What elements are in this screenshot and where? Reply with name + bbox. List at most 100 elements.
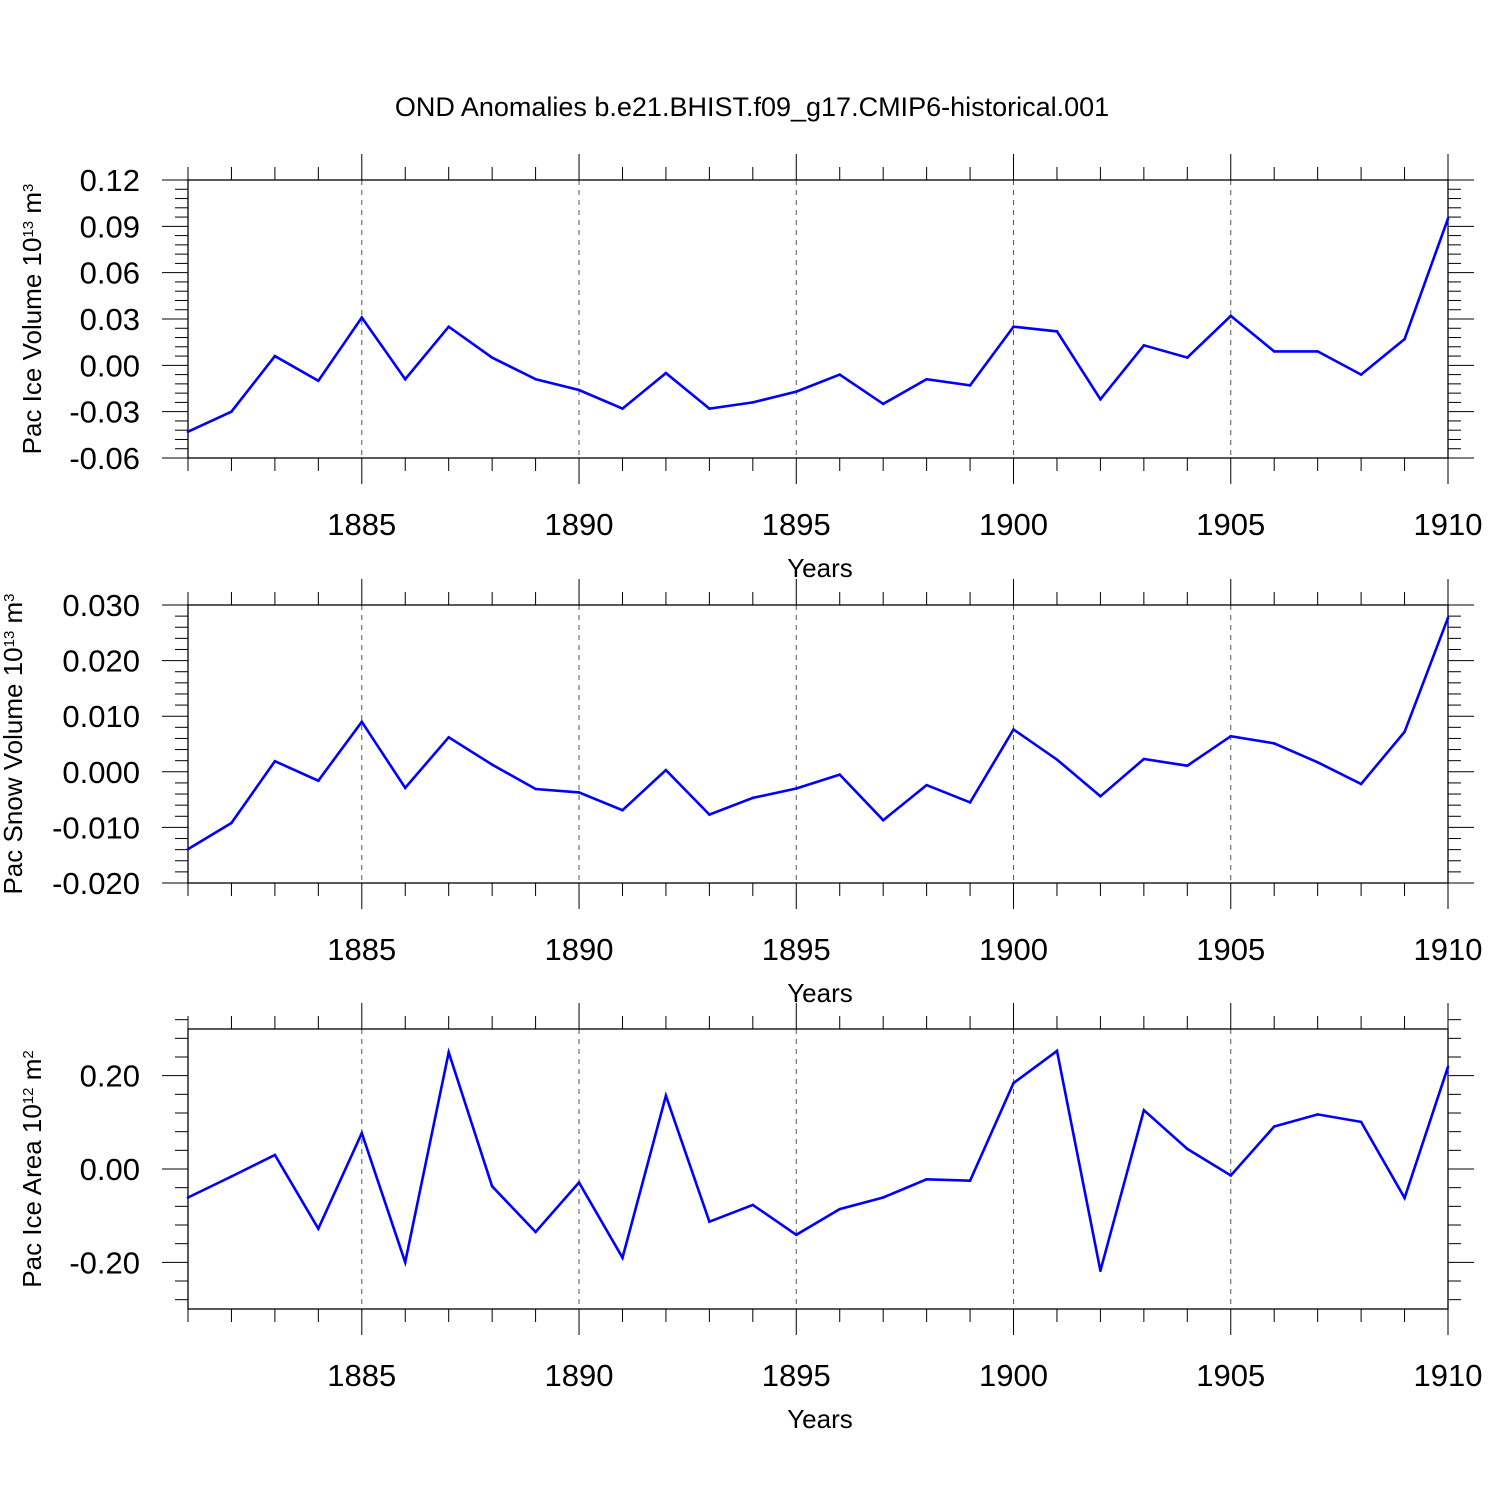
y-tick-label: 0.00 [80, 348, 140, 383]
data-point [317, 1227, 320, 1231]
plot-frame [187, 179, 1449, 459]
y-axis-label: Pac Ice Volume 1013 m3 [17, 184, 47, 455]
data-point [751, 401, 755, 404]
y-tick-label: -0.010 [52, 810, 140, 845]
series-line-ice-volume [187, 218, 1450, 433]
data-point [1186, 356, 1189, 359]
x-tick-label: 1910 [1414, 932, 1483, 967]
data-point [1186, 1147, 1189, 1151]
data-point [708, 407, 711, 410]
data-point [881, 818, 885, 822]
data-point [230, 410, 233, 413]
plot-frame [187, 1028, 1449, 1310]
x-tick-label: 1905 [1196, 507, 1265, 542]
y-tick-label: 0.000 [62, 755, 140, 790]
data-point [1012, 728, 1015, 731]
data-point [403, 377, 407, 381]
data-point [1359, 1120, 1363, 1124]
y-tick-label: -0.20 [69, 1245, 140, 1280]
data-point [403, 786, 407, 790]
panel-ice-area: 0.20 0.00 -0.20 1885 1890 1895 1900 1905 1910 Yea… [17, 1003, 1482, 1434]
data-point [1446, 1065, 1450, 1069]
y-axis-label-part: Pac Snow Volume 10 [0, 647, 28, 894]
y-axis-label-part: m [17, 192, 47, 221]
data-point [1446, 217, 1450, 220]
data-point [794, 1233, 798, 1237]
data-point [838, 773, 842, 776]
y-tick-label: 0.09 [80, 209, 140, 244]
data-point [751, 1203, 755, 1207]
y-tick-label: 0.03 [80, 302, 140, 337]
data-point [273, 1153, 277, 1157]
x-tick-label: 1885 [327, 1358, 396, 1393]
panel-snow-volume: 0.030 0.020 0.010 0.000 -0.010 -0.020 1885 1890… [0, 579, 1482, 1008]
y-tick-label: 0.06 [80, 256, 140, 291]
data-point [751, 796, 755, 800]
data-point [186, 847, 190, 851]
y-tick-label: 0.00 [80, 1152, 140, 1187]
data-point [1272, 1125, 1276, 1128]
x-tick-label: 1885 [327, 932, 396, 967]
data-point [490, 1184, 494, 1188]
data-point [447, 325, 450, 329]
data-point [1012, 325, 1015, 329]
data-point [577, 1181, 581, 1184]
data-point [881, 402, 885, 406]
data-point [317, 379, 320, 383]
data-point [186, 430, 190, 434]
data-point [1359, 373, 1363, 376]
x-tick-label: 1905 [1196, 932, 1265, 967]
data-point [577, 791, 581, 794]
y-axis-label-superscript: 3 [1, 593, 18, 601]
data-point [360, 316, 364, 319]
data-point [1272, 742, 1276, 745]
data-point [403, 1261, 407, 1264]
y-axis-label-part: m [0, 602, 28, 631]
data-point [317, 779, 320, 782]
x-tick-label: 1900 [979, 507, 1048, 542]
data-point [968, 801, 972, 804]
data-point [621, 407, 624, 410]
data-point [1142, 757, 1146, 761]
data-point [1012, 1081, 1015, 1085]
y-tick-label: 0.20 [80, 1059, 140, 1094]
x-tick-label: 1900 [979, 932, 1048, 967]
x-tick-label: 1885 [327, 507, 396, 542]
data-point [1229, 314, 1233, 318]
data-point [490, 763, 494, 766]
data-point [925, 377, 928, 381]
data-point [1403, 730, 1406, 734]
plot-frame [187, 604, 1449, 884]
data-point [1316, 1113, 1319, 1116]
x-tick-label: 1890 [545, 1358, 614, 1393]
data-point [621, 808, 624, 812]
panel-ice-volume: 0.12 0.09 0.06 0.03 0.00 -0.03 -0.06 1885 1890 18… [17, 154, 1482, 583]
data-point [1055, 330, 1059, 333]
data-point [968, 384, 972, 387]
data-point [1142, 343, 1146, 347]
x-tick-label: 1895 [762, 507, 831, 542]
data-point [1229, 1174, 1233, 1177]
y-tick-label: 0.010 [62, 699, 140, 734]
data-point [534, 377, 537, 381]
data-point [708, 1220, 711, 1224]
data-point [1055, 1049, 1059, 1053]
data-point [664, 1094, 668, 1098]
data-point [1403, 1196, 1406, 1200]
x-axis-label: Years [787, 553, 853, 583]
x-tick-label: 1895 [762, 1358, 831, 1393]
data-point [534, 787, 537, 791]
data-point [664, 371, 668, 375]
series-line-snow-volume [187, 617, 1450, 851]
x-axis-label: Years [787, 978, 853, 1008]
x-tick-label: 1910 [1414, 507, 1483, 542]
y-axis-label-part: Pac Ice Area 10 [17, 1104, 47, 1288]
data-point [273, 759, 277, 763]
y-axis-label-superscript: 3 [20, 184, 37, 192]
data-point [186, 1196, 190, 1199]
data-point [1316, 761, 1319, 764]
data-point [1099, 794, 1102, 798]
x-axis-label: Years [787, 1404, 853, 1434]
